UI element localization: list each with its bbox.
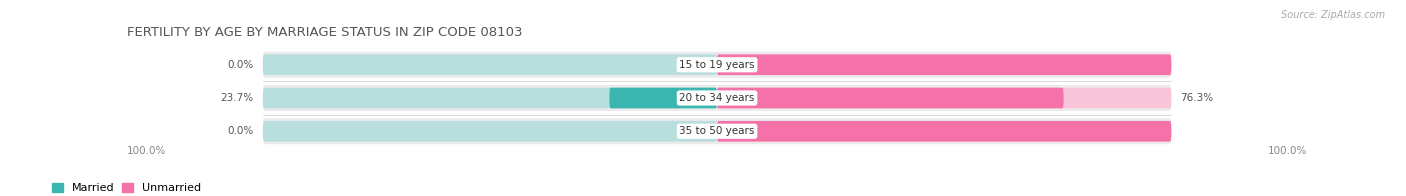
Text: 20 to 34 years: 20 to 34 years [679, 93, 755, 103]
Text: 100.0%: 100.0% [1181, 60, 1220, 70]
FancyBboxPatch shape [717, 88, 1064, 108]
Text: 100.0%: 100.0% [1268, 146, 1308, 156]
FancyBboxPatch shape [609, 88, 717, 108]
Text: 100.0%: 100.0% [127, 146, 166, 156]
Legend: Married, Unmarried: Married, Unmarried [52, 183, 201, 193]
FancyBboxPatch shape [263, 85, 1171, 111]
Text: 0.0%: 0.0% [228, 126, 253, 136]
FancyBboxPatch shape [263, 88, 717, 108]
FancyBboxPatch shape [717, 54, 1171, 75]
Text: 35 to 50 years: 35 to 50 years [679, 126, 755, 136]
Text: 15 to 19 years: 15 to 19 years [679, 60, 755, 70]
FancyBboxPatch shape [717, 54, 1171, 75]
FancyBboxPatch shape [263, 52, 1171, 78]
Text: 0.0%: 0.0% [228, 60, 253, 70]
Text: FERTILITY BY AGE BY MARRIAGE STATUS IN ZIP CODE 08103: FERTILITY BY AGE BY MARRIAGE STATUS IN Z… [127, 26, 522, 39]
Text: 23.7%: 23.7% [221, 93, 253, 103]
FancyBboxPatch shape [263, 118, 1171, 144]
FancyBboxPatch shape [263, 54, 717, 75]
FancyBboxPatch shape [717, 121, 1171, 142]
Text: Source: ZipAtlas.com: Source: ZipAtlas.com [1281, 10, 1385, 20]
FancyBboxPatch shape [717, 88, 1171, 108]
Text: 76.3%: 76.3% [1181, 93, 1213, 103]
FancyBboxPatch shape [717, 121, 1171, 142]
Text: 100.0%: 100.0% [1181, 126, 1220, 136]
FancyBboxPatch shape [263, 121, 717, 142]
